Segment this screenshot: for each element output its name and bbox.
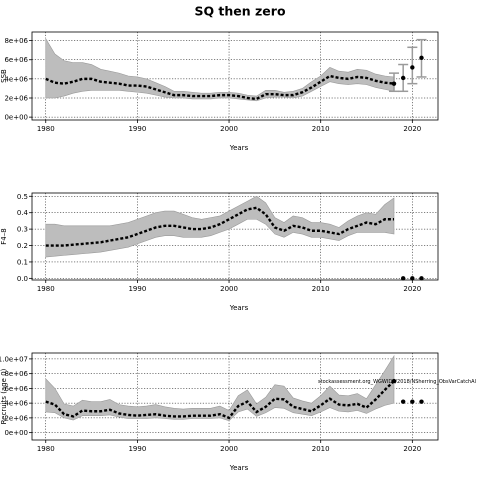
projection-point xyxy=(410,65,415,70)
confidence-band xyxy=(45,354,395,422)
projection-point xyxy=(400,75,406,81)
x-tick-label: 2000 xyxy=(220,125,238,133)
projection-point xyxy=(419,399,424,404)
y-tick-label: 8e+06 xyxy=(4,37,28,45)
y-axis-label: F4–8 xyxy=(0,228,8,244)
x-axis-label: Years xyxy=(229,144,249,152)
x-tick-label: 1980 xyxy=(37,125,55,133)
y-tick-label: 2e+06 xyxy=(4,414,28,422)
projection-point xyxy=(419,55,424,61)
y-axis-label: Recruits (age 0) xyxy=(0,368,8,424)
panel-1: 1980 1990 2000 2010 2020 0e+00 2e+06 4e+06 6e+06… xyxy=(0,31,439,152)
estimate-line xyxy=(45,380,395,420)
y-tick-label: 6e+06 xyxy=(4,385,28,393)
y-tick-label: 0.0 xyxy=(17,275,28,283)
y-tick-label: 0e+00 xyxy=(4,114,28,122)
x-axis-label: Years xyxy=(229,304,249,312)
projection-point xyxy=(410,276,415,281)
x-tick-label: 2020 xyxy=(403,125,421,133)
x-tick-label: 2000 xyxy=(220,445,238,453)
confidence-band xyxy=(45,37,395,102)
x-tick-label: 2020 xyxy=(403,285,421,293)
confidence-band xyxy=(45,195,395,258)
estimate-line xyxy=(45,206,395,247)
axes-frame xyxy=(31,352,439,441)
projection-point xyxy=(391,81,397,86)
x-tick-label: 1980 xyxy=(37,285,55,293)
y-tick-label: 0.1 xyxy=(17,258,28,266)
y-tick-label: 4e+06 xyxy=(4,75,28,83)
x-tick-label: 1990 xyxy=(128,125,146,133)
x-tick-label: 1980 xyxy=(37,445,55,453)
y-tick-label: 4e+06 xyxy=(4,400,28,408)
x-tick-label: 2010 xyxy=(312,125,330,133)
y-tick-label: 6e+06 xyxy=(4,56,28,64)
axes-frame xyxy=(31,192,439,281)
y-axis-label: SSB xyxy=(0,69,8,83)
y-tick-label: 8e+06 xyxy=(4,370,28,378)
x-tick-label: 1990 xyxy=(128,285,146,293)
panel-2: 1980 1990 2000 2010 2020 0.0 0.1 0.2 0.3 0.4 0.5 Ye… xyxy=(0,192,439,312)
panel-3: 1980 1990 2000 2010 2020 0e+00 2e+06 4e+06 6e+06… xyxy=(0,352,476,472)
y-tick-label: 2e+06 xyxy=(4,95,28,103)
projection-point xyxy=(391,378,397,384)
projection-point xyxy=(400,399,406,404)
x-tick-label: 2020 xyxy=(403,445,421,453)
chart-title: SQ then zero xyxy=(194,4,286,19)
x-tick-label: 1990 xyxy=(128,445,146,453)
x-tick-label: 2010 xyxy=(312,285,330,293)
projection-point xyxy=(419,276,424,281)
y-tick-label: 0.4 xyxy=(17,209,29,217)
projection-point xyxy=(400,276,406,281)
estimate-line xyxy=(45,74,395,101)
source-annotation: stockassessment.org_WGWIDE/2018/NSherrin… xyxy=(318,379,476,385)
axes-frame xyxy=(31,31,439,121)
y-tick-label: 1.0e+07 xyxy=(0,355,28,363)
y-tick-label: 0.3 xyxy=(17,226,28,234)
y-tick-label: 0.5 xyxy=(17,193,28,201)
y-tick-label: 0e+00 xyxy=(4,429,28,437)
projection-point xyxy=(410,399,415,404)
x-tick-label: 2000 xyxy=(220,285,238,293)
x-tick-label: 2010 xyxy=(312,445,330,453)
x-axis-label: Years xyxy=(229,464,249,472)
y-tick-label: 0.2 xyxy=(17,242,28,250)
